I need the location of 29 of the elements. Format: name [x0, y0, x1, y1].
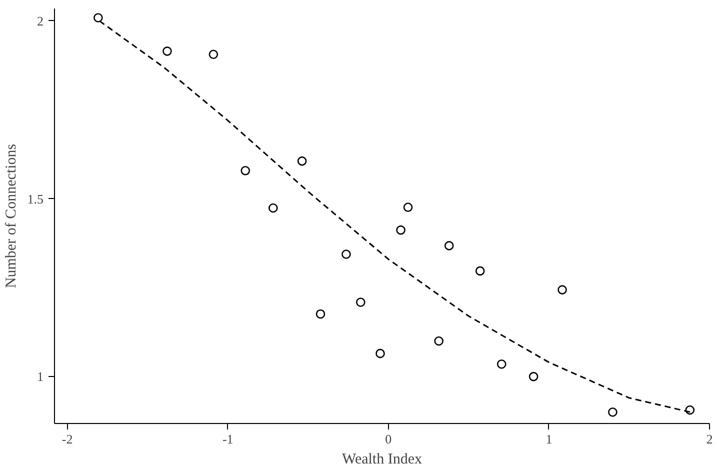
- y-tick-label: 2: [37, 13, 44, 28]
- x-tick-label: -2: [62, 432, 73, 446]
- point: [94, 13, 103, 22]
- x-tick-label: 2: [706, 432, 713, 446]
- point: [240, 166, 250, 176]
- point: [528, 372, 538, 382]
- point: [356, 298, 366, 307]
- point: [475, 266, 485, 276]
- y-axis-title: Number of Connections: [3, 144, 20, 288]
- point: [403, 202, 413, 212]
- point: [208, 50, 218, 60]
- point: [316, 309, 326, 319]
- point: [558, 285, 567, 294]
- point: [608, 407, 618, 417]
- x-axis-title: Wealth Index: [342, 452, 423, 468]
- y-tick-label: 1.5: [27, 191, 44, 206]
- point: [376, 348, 385, 358]
- point: [434, 336, 444, 346]
- point: [342, 250, 351, 259]
- point: [162, 46, 172, 56]
- point: [496, 359, 506, 369]
- point: [444, 241, 454, 250]
- y-tick-label: 1: [37, 369, 44, 384]
- x-tick-label: 1: [546, 432, 552, 446]
- x-tick-label: -1: [222, 432, 234, 446]
- x-tick-label: 0: [385, 432, 392, 446]
- point: [268, 203, 278, 213]
- point: [396, 225, 406, 235]
- point: [297, 156, 307, 166]
